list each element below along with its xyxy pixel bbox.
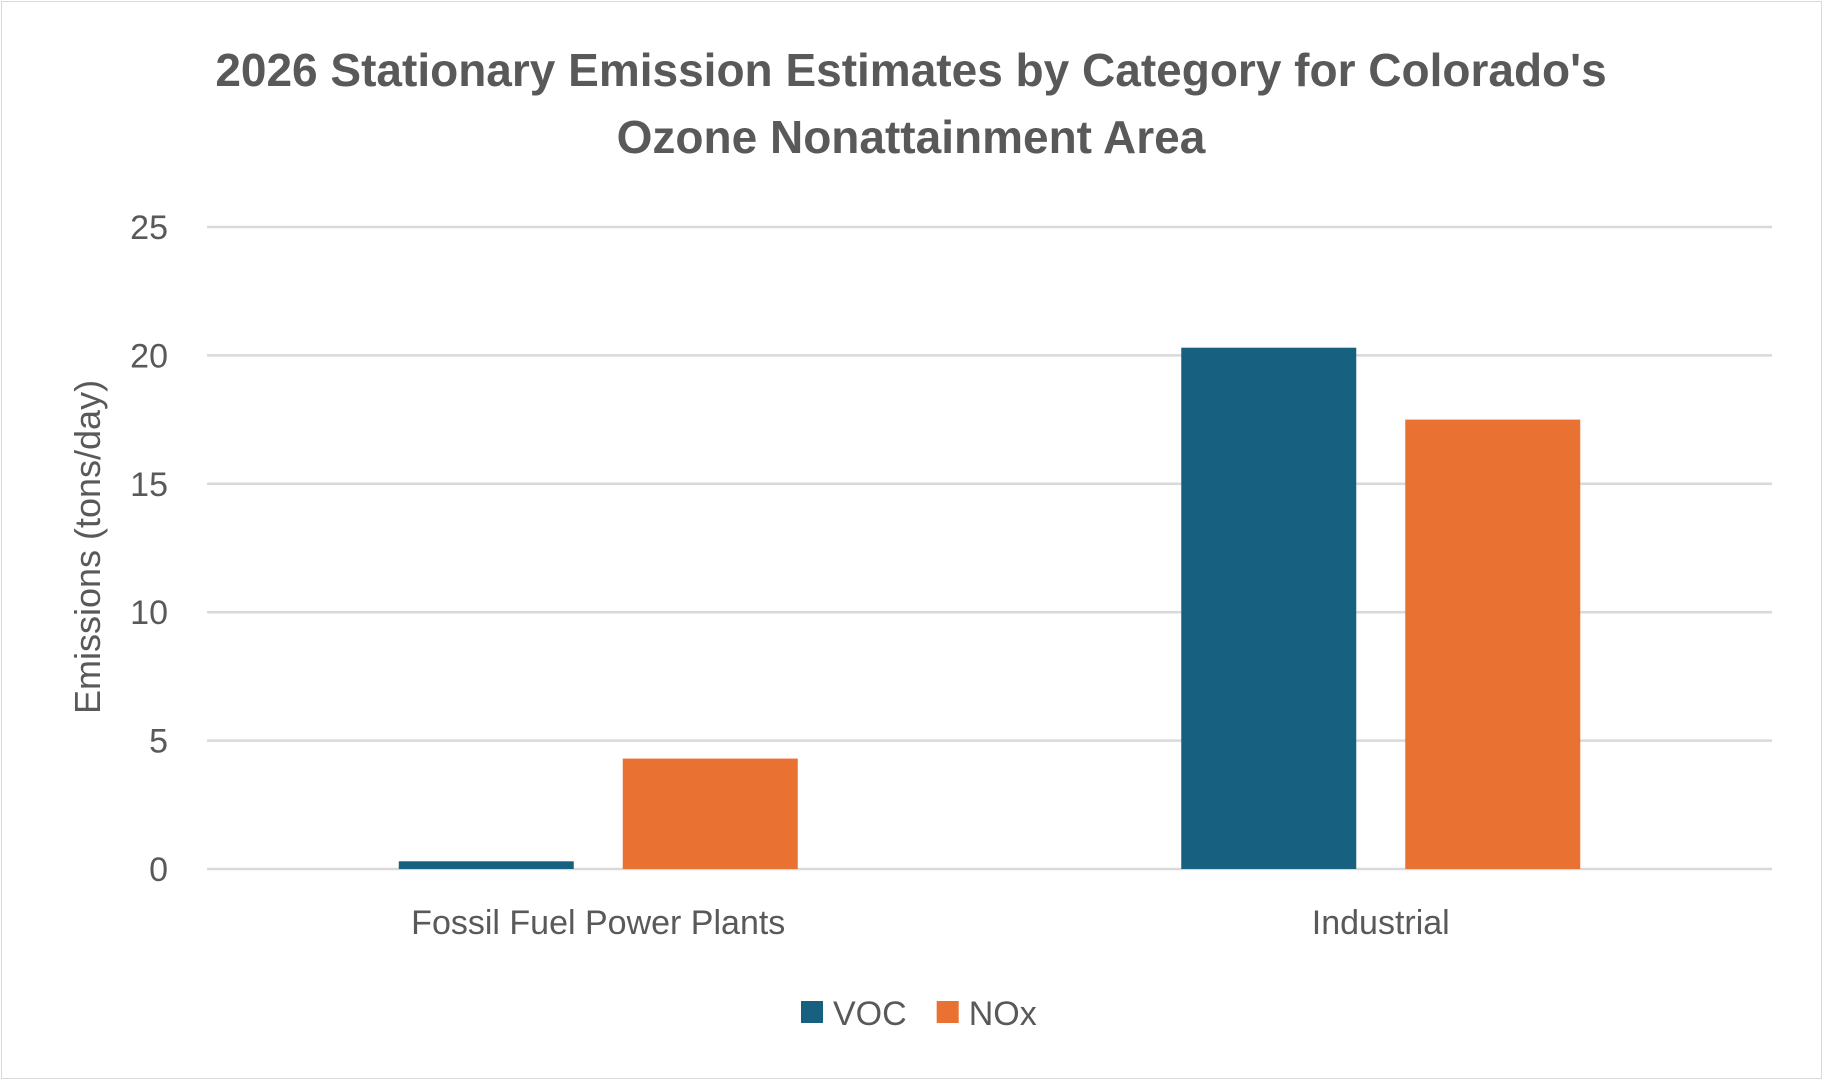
legend-label: NOx bbox=[969, 995, 1037, 1033]
x-category-label: Fossil Fuel Power Plants bbox=[411, 904, 785, 942]
legend-label: VOC bbox=[833, 995, 907, 1033]
bar-voc bbox=[398, 861, 574, 869]
y-tick-label: 5 bbox=[149, 723, 168, 761]
y-tick-label: 25 bbox=[130, 209, 168, 247]
bar-voc bbox=[1181, 347, 1357, 869]
x-category-label: Industrial bbox=[1312, 904, 1450, 942]
y-tick-label: 15 bbox=[130, 466, 168, 504]
y-tick-label: 0 bbox=[149, 851, 168, 889]
y-tick-label: 20 bbox=[130, 337, 168, 375]
bar-nox bbox=[1405, 419, 1581, 869]
bar-nox bbox=[622, 758, 798, 869]
legend-swatch-nox bbox=[936, 1001, 959, 1023]
chart-title-line-1: 2026 Stationary Emission Estimates by Ca… bbox=[215, 44, 1606, 96]
y-axis-title: Emissions (tons/day) bbox=[67, 380, 108, 714]
legend-swatch-voc bbox=[801, 1001, 823, 1023]
y-tick-label: 10 bbox=[130, 594, 168, 632]
chart-title-line-2: Ozone Nonattainment Area bbox=[617, 111, 1206, 163]
